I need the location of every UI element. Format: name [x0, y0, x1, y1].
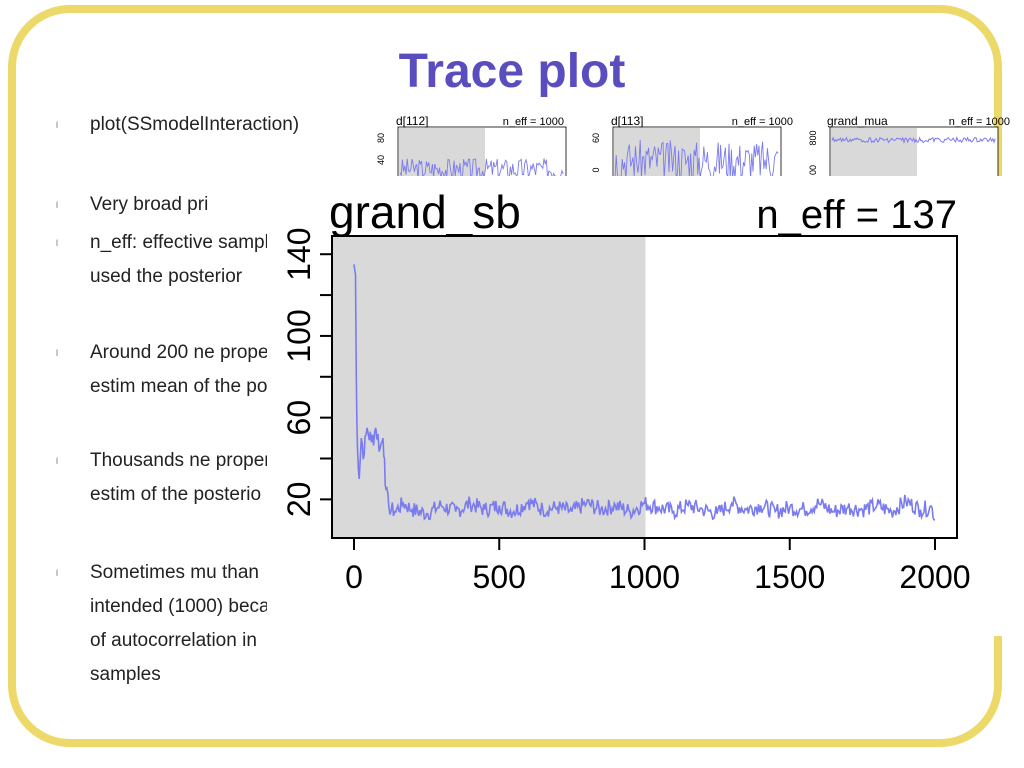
bullet-text: plot(SSmodelInteraction): [90, 114, 300, 135]
x-tick-label: 1000: [609, 559, 680, 595]
x-tick-label: 1500: [754, 559, 825, 595]
x-tick-label: 500: [473, 559, 526, 595]
y-tick-label: 60: [281, 400, 317, 436]
bullet-marker: l: [56, 568, 58, 578]
small-plot-neff: n_eff = 1000: [732, 116, 793, 128]
small-plot-neff: n_eff = 1000: [949, 116, 1010, 128]
small-plot-title: d[112]: [396, 114, 428, 128]
small-ytick: 00: [808, 165, 818, 175]
bullet-text: Very broad pri: [90, 194, 209, 215]
x-tick-label: 0: [345, 559, 363, 595]
small-ytick: 40: [376, 155, 386, 165]
bullet-marker: l: [56, 120, 58, 130]
y-tick-label: 100: [281, 309, 317, 362]
bullet-item: l plot(SSmodelInteraction): [56, 108, 316, 188]
slide-title: Trace plot: [398, 45, 626, 98]
small-trace-line: [831, 136, 996, 145]
chart-annotation: n_eff = 137: [756, 193, 957, 237]
bullet-item: l Around 200 ne properly estim mean of t…: [56, 336, 316, 444]
y-tick-label: 20: [281, 482, 317, 518]
bullet-item: l Sometimes mu than intended (1000) beca…: [56, 556, 316, 716]
chart-title: grand_sb: [329, 186, 521, 238]
small-ytick: 0: [591, 167, 601, 172]
trace-line: [353, 264, 936, 521]
x-tick-label: 2000: [899, 559, 970, 595]
bullet-item: l Thousands ne properly estim of the pos…: [56, 444, 316, 556]
small-trace-line: [399, 158, 564, 181]
small-ytick: 800: [808, 130, 818, 145]
warmup-band: [333, 237, 646, 537]
x-axis: 0 500 1000 1500 2000: [345, 538, 971, 595]
bullet-marker: l: [56, 456, 58, 466]
bullet-item: l Very broad pri: [56, 188, 316, 226]
bullet-list: l plot(SSmodelInteraction) l Very broad …: [56, 108, 316, 716]
small-trace-line: [614, 139, 779, 182]
bullet-text: n_eff: effective samples used the poster…: [90, 232, 289, 287]
y-axis: 20 60 100 140: [281, 228, 332, 518]
trace-plot-grand-sb: grand_sb n_eff = 137 0 500 1000 1500 2000 20…: [267, 176, 1022, 636]
bullet-marker: l: [56, 238, 58, 248]
bullet-item: l n_eff: effective samples used the post…: [56, 226, 316, 336]
small-ytick: 80: [376, 133, 386, 143]
small-plot-title: d[113]: [611, 114, 643, 128]
bullet-text: Sometimes mu than intended (1000) becaus…: [90, 562, 301, 685]
small-ytick: 60: [591, 133, 601, 143]
small-plot-neff: n_eff = 1000: [503, 116, 564, 128]
y-tick-label: 140: [281, 228, 317, 281]
small-plot-title: grand_mua: [827, 114, 888, 128]
bullet-text: Around 200 ne properly estim mean of the…: [90, 342, 289, 397]
bullet-text: Thousands ne properly estim of the poste…: [90, 450, 285, 505]
bullet-marker: l: [56, 200, 58, 210]
bullet-marker: l: [56, 348, 58, 358]
